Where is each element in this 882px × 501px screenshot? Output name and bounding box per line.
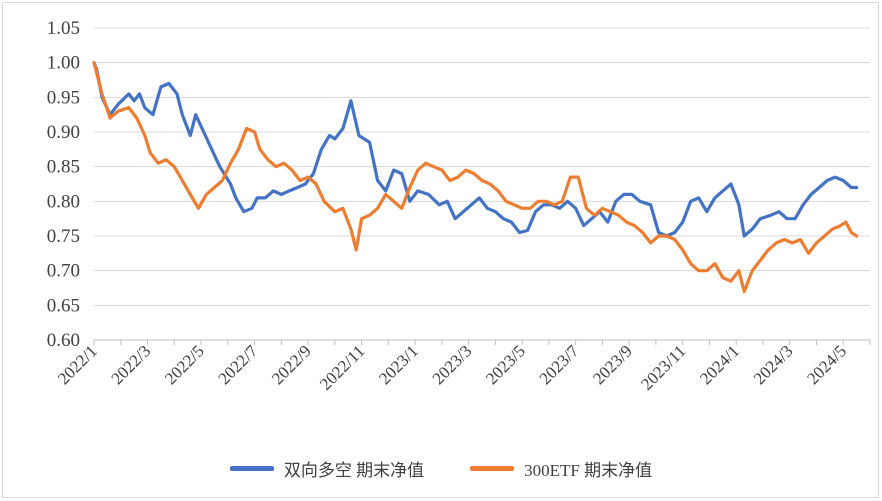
- y-tick-label: 0.95: [47, 87, 80, 108]
- x-tick-label: 2023/1: [375, 341, 422, 388]
- y-tick-label: 1.05: [47, 18, 80, 39]
- y-tick-label: 0.60: [47, 330, 80, 351]
- legend: 双向多空 期末净值 300ETF 期末净值: [0, 456, 882, 481]
- x-tick-label: 2023/3: [429, 341, 476, 388]
- x-tick-label: 2023/7: [536, 341, 583, 388]
- x-tick-label: 2023/11: [637, 341, 689, 393]
- y-tick-label: 1.00: [47, 53, 80, 74]
- series-line-1: [92, 61, 859, 238]
- y-tick-label: 0.65: [47, 295, 80, 316]
- x-tick-label: 2023/5: [482, 341, 529, 388]
- line-chart-plot: 0.60 0.65 0.70 0.75 0.80 0.85 0.90 0.95 1.00 1.05…: [47, 18, 871, 394]
- y-tick-label: 0.75: [47, 226, 80, 247]
- legend-swatch-blue: [229, 466, 274, 471]
- x-tick-label: 2022/7: [215, 341, 262, 388]
- legend-item-series-1: 双向多空 期末净值: [229, 456, 425, 481]
- legend-item-series-2: 300ETF 期末净值: [470, 456, 652, 481]
- legend-swatch-orange: [470, 466, 515, 471]
- legend-label-series-2: 300ETF 期末净值: [524, 461, 653, 480]
- y-tick-label: 0.80: [47, 191, 80, 212]
- y-tick-label: 0.85: [47, 157, 80, 178]
- x-tick-label: 2024/1: [696, 341, 743, 388]
- x-tick-label: 2023/9: [589, 341, 636, 388]
- y-tick-label: 0.90: [47, 122, 80, 143]
- x-tick-label: 2022/11: [316, 341, 368, 393]
- y-tick-label: 0.70: [47, 261, 80, 282]
- x-tick-label: 2022/9: [268, 341, 315, 388]
- x-tick-label: 2024/3: [750, 341, 797, 388]
- series-line-2: [92, 61, 859, 294]
- x-tick-label: 2022/5: [161, 341, 208, 388]
- legend-label-series-1: 双向多空 期末净值: [283, 461, 425, 480]
- x-tick-label: 2022/3: [108, 341, 155, 388]
- x-tick-label: 2024/5: [803, 341, 850, 388]
